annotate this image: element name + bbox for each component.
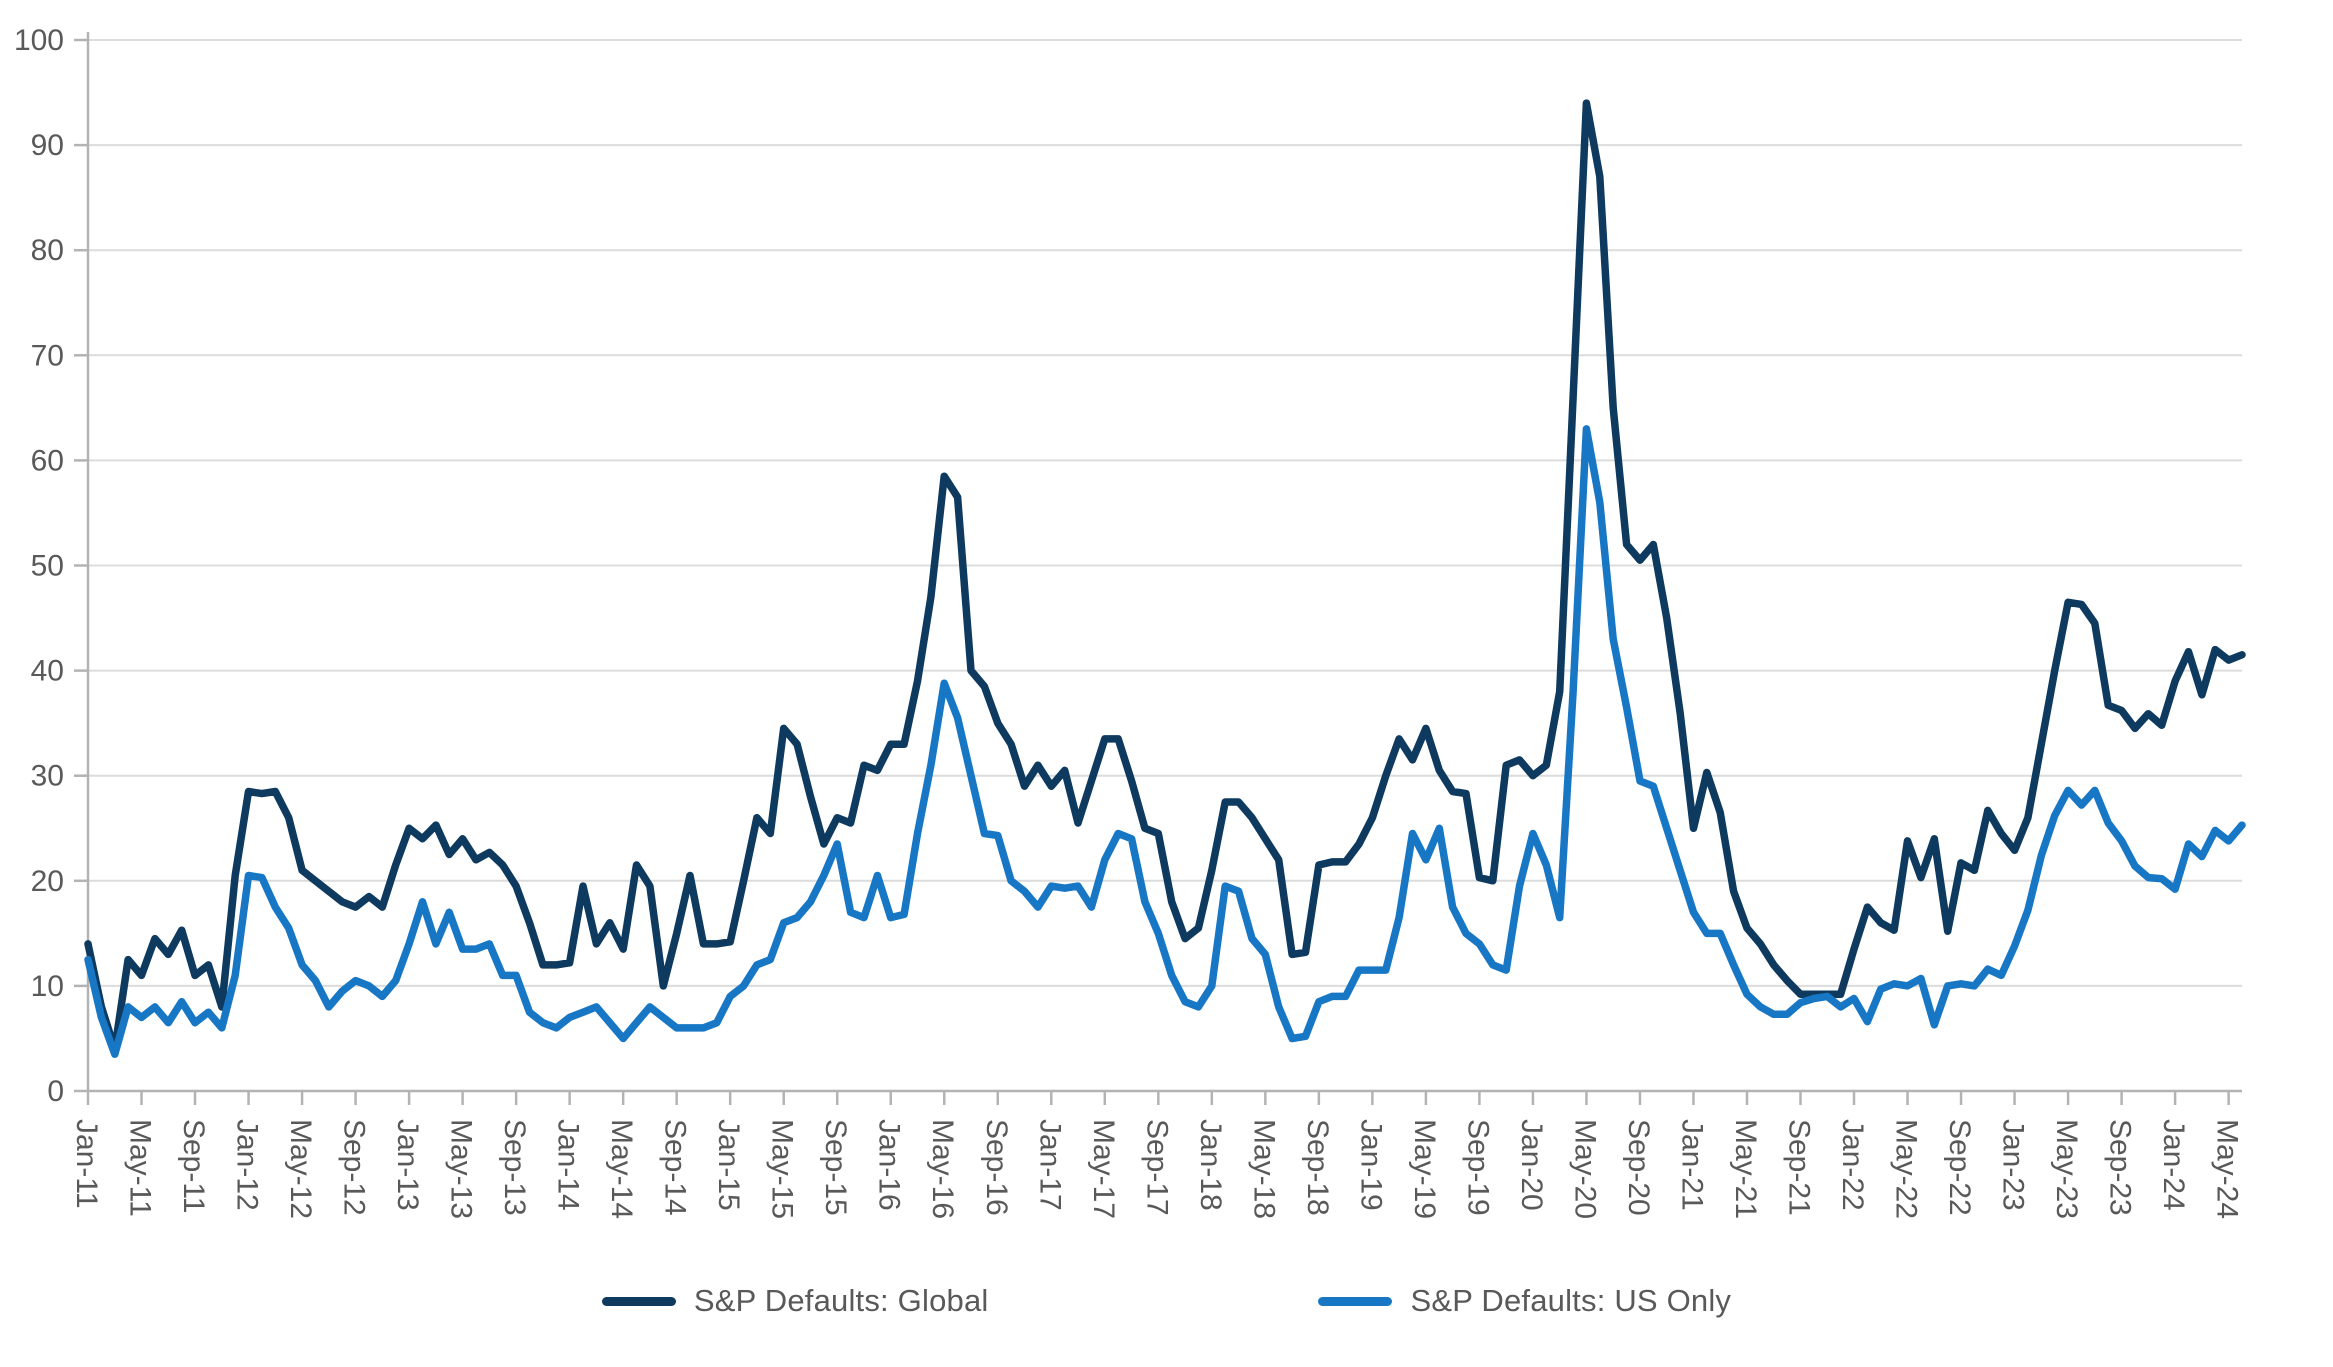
x-tick-label-Sep-12: Sep-12: [338, 1119, 371, 1216]
x-tick-label-Jan-17: Jan-17: [1033, 1119, 1066, 1211]
legend-item-us-only[interactable]: S&P Defaults: US Only: [1318, 1283, 1731, 1319]
x-tick-label-Jan-23: Jan-23: [1997, 1119, 2030, 1211]
x-tick-label-May-11: May-11: [124, 1119, 157, 1217]
y-tick-label-100: 100: [14, 24, 64, 57]
x-tick-label-Sep-19: Sep-19: [1461, 1119, 1494, 1216]
us-series-line: [84, 425, 2246, 1058]
x-tick-label-May-18: May-18: [1247, 1119, 1280, 1219]
x-tick-label-May-22: May-22: [1890, 1119, 1923, 1219]
x-tick-label-Sep-18: Sep-18: [1301, 1119, 1334, 1216]
x-tick-label-Sep-23: Sep-23: [2104, 1119, 2137, 1216]
y-tick-label-10: 10: [31, 970, 64, 1003]
x-tick-label-Sep-22: Sep-22: [1943, 1119, 1976, 1216]
chart-legend: S&P Defaults: Global S&P Defaults: US On…: [0, 1283, 2333, 1319]
x-tick-label-May-23: May-23: [2050, 1119, 2083, 1219]
y-tick-label-30: 30: [31, 760, 64, 793]
global-series-swatch-icon: [601, 1296, 676, 1306]
x-tick-label-Jan-22: Jan-22: [1836, 1119, 1869, 1211]
x-tick-label-Jan-20: Jan-20: [1515, 1119, 1548, 1211]
x-tick-label-Sep-15: Sep-15: [819, 1119, 852, 1216]
x-tick-label-Jan-21: Jan-21: [1675, 1119, 1708, 1211]
x-tick-label-May-14: May-14: [605, 1119, 638, 1219]
x-tick-label-Jan-11: Jan-11: [70, 1119, 103, 1209]
x-tick-label-Jan-16: Jan-16: [873, 1119, 906, 1211]
x-tick-label-Sep-20: Sep-20: [1622, 1119, 1655, 1216]
x-tick-label-May-15: May-15: [766, 1119, 799, 1219]
x-tick-label-Jan-13: Jan-13: [391, 1119, 424, 1211]
y-tick-label-60: 60: [31, 444, 64, 477]
y-tick-label-50: 50: [31, 550, 64, 583]
x-tick-label-Sep-21: Sep-21: [1782, 1119, 1815, 1216]
x-tick-label-Sep-14: Sep-14: [659, 1119, 692, 1216]
legend-label-global: S&P Defaults: Global: [693, 1283, 989, 1318]
x-tick-label-May-21: May-21: [1729, 1119, 1762, 1219]
x-tick-label-Jan-19: Jan-19: [1354, 1119, 1387, 1211]
x-tick-label-Jan-12: Jan-12: [231, 1119, 264, 1211]
x-tick-label-Jan-15: Jan-15: [712, 1119, 745, 1211]
legend-label-us-only: S&P Defaults: US Only: [1410, 1283, 1732, 1318]
y-tick-label-20: 20: [31, 865, 64, 898]
x-tick-label-May-12: May-12: [284, 1119, 317, 1219]
y-tick-label-80: 80: [31, 234, 64, 267]
x-tick-label-May-17: May-17: [1087, 1119, 1120, 1219]
x-tick-label-Sep-11: Sep-11: [177, 1119, 210, 1214]
x-tick-label-Jan-18: Jan-18: [1194, 1119, 1227, 1211]
y-tick-label-90: 90: [31, 129, 64, 162]
x-tick-label-May-20: May-20: [1568, 1119, 1601, 1219]
y-tick-label-40: 40: [31, 655, 64, 688]
x-tick-label-May-16: May-16: [926, 1119, 959, 1219]
y-tick-label-0: 0: [47, 1075, 64, 1108]
x-tick-label-Jan-14: Jan-14: [552, 1119, 585, 1211]
x-tick-label-Sep-16: Sep-16: [980, 1119, 1013, 1216]
x-tick-label-May-24: May-24: [2211, 1119, 2244, 1219]
x-tick-label-May-19: May-19: [1408, 1119, 1441, 1219]
y-tick-label-70: 70: [31, 339, 64, 372]
global-series-line: [84, 99, 2246, 1053]
us-series-swatch-icon: [1318, 1296, 1393, 1306]
x-tick-label-Jan-24: Jan-24: [2157, 1119, 2190, 1211]
legend-item-global[interactable]: S&P Defaults: Global: [601, 1283, 989, 1319]
x-tick-label-May-13: May-13: [445, 1119, 478, 1219]
x-tick-label-Sep-17: Sep-17: [1140, 1119, 1173, 1216]
x-tick-label-Sep-13: Sep-13: [498, 1119, 531, 1216]
